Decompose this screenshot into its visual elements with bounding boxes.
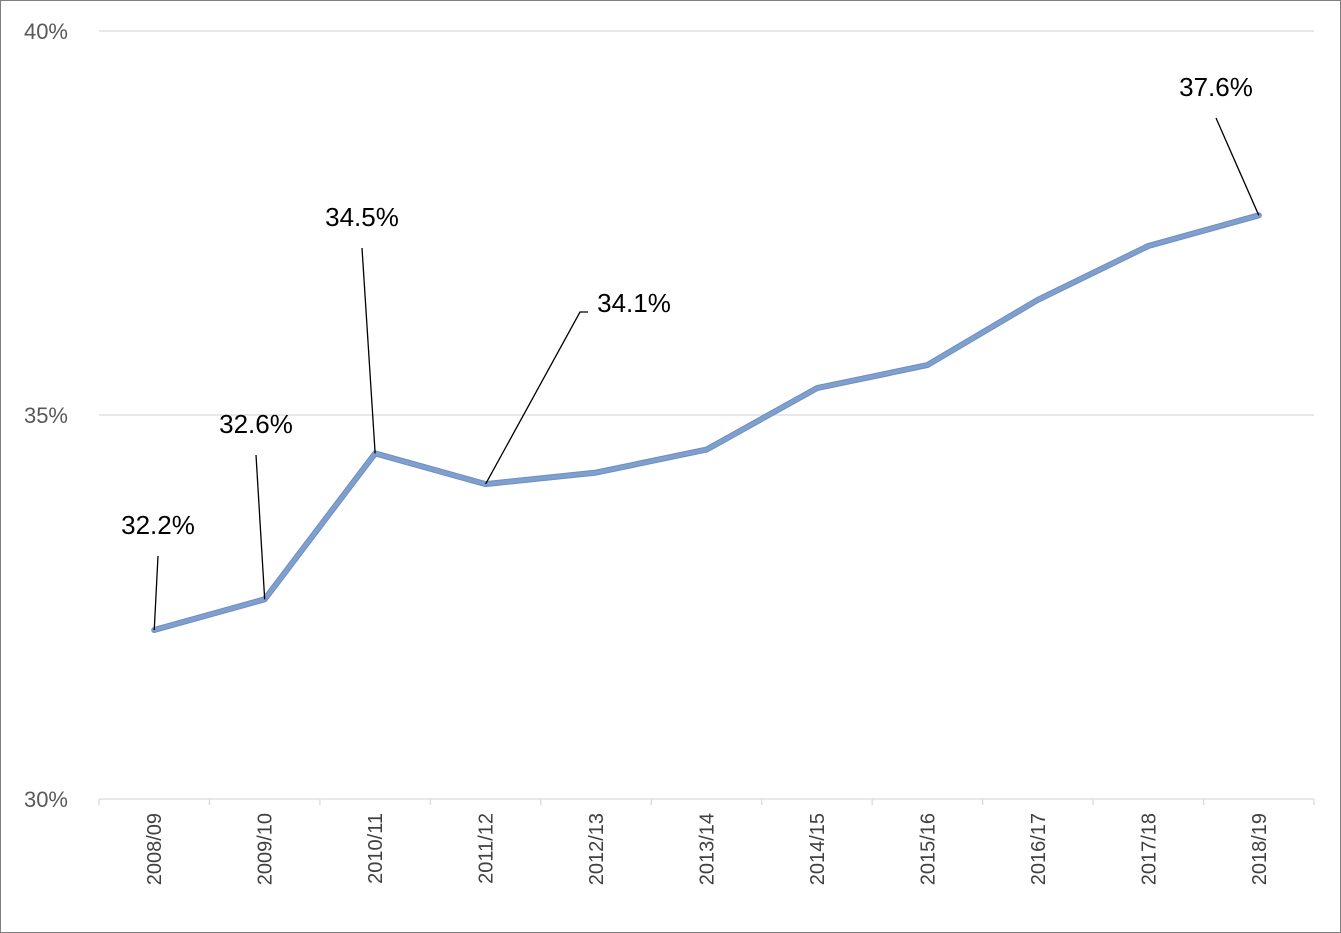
x-tick-label: 2015/16 xyxy=(917,813,939,885)
data-label: 32.2% xyxy=(121,510,195,540)
gridlines xyxy=(98,30,1315,805)
x-tick-label: 2010/11 xyxy=(365,813,387,884)
series-line xyxy=(152,213,1261,632)
x-tick-label: 2008/09 xyxy=(144,813,166,885)
x-tick-label: 2016/17 xyxy=(1028,813,1050,885)
y-axis-tick-labels: 30% 35% 40% xyxy=(24,19,68,812)
x-tick-label: 2013/14 xyxy=(697,813,719,885)
data-label: 37.6% xyxy=(1179,72,1253,102)
x-tick-label: 2018/19 xyxy=(1249,813,1271,885)
data-point xyxy=(1036,298,1040,302)
data-label-leader-line xyxy=(153,555,159,631)
series-group xyxy=(151,212,1262,633)
data-label: 34.5% xyxy=(325,202,399,232)
x-tick-label: 2011/12 xyxy=(476,813,498,884)
data-labels: 32.2% 32.6% 34.5% 34.1% 37.6% xyxy=(121,72,1260,631)
data-point xyxy=(925,363,929,367)
data-point xyxy=(594,471,598,475)
data-point xyxy=(815,386,819,390)
data-point xyxy=(1146,244,1150,248)
y-tick-label: 35% xyxy=(24,403,68,428)
data-label-leader-line xyxy=(361,247,376,454)
x-tick-label: 2017/18 xyxy=(1138,813,1160,885)
data-label: 34.1% xyxy=(597,288,671,318)
x-axis-tick-labels: 2008/09 2009/10 2010/11 2011/12 2012/13 2013/… xyxy=(144,813,1271,885)
x-tick-label: 2012/13 xyxy=(586,813,608,885)
x-tick-label: 2009/10 xyxy=(255,813,277,885)
x-tick-label: 2014/15 xyxy=(807,813,829,885)
data-label-leader-line xyxy=(255,454,266,600)
y-tick-label: 30% xyxy=(24,787,68,812)
data-label: 32.6% xyxy=(219,409,293,439)
y-tick-label: 40% xyxy=(24,19,68,44)
data-label-leader-line xyxy=(1215,117,1260,216)
series-line-shadow xyxy=(151,212,1262,633)
data-point xyxy=(705,448,708,452)
data-label-leader-line xyxy=(485,311,588,485)
